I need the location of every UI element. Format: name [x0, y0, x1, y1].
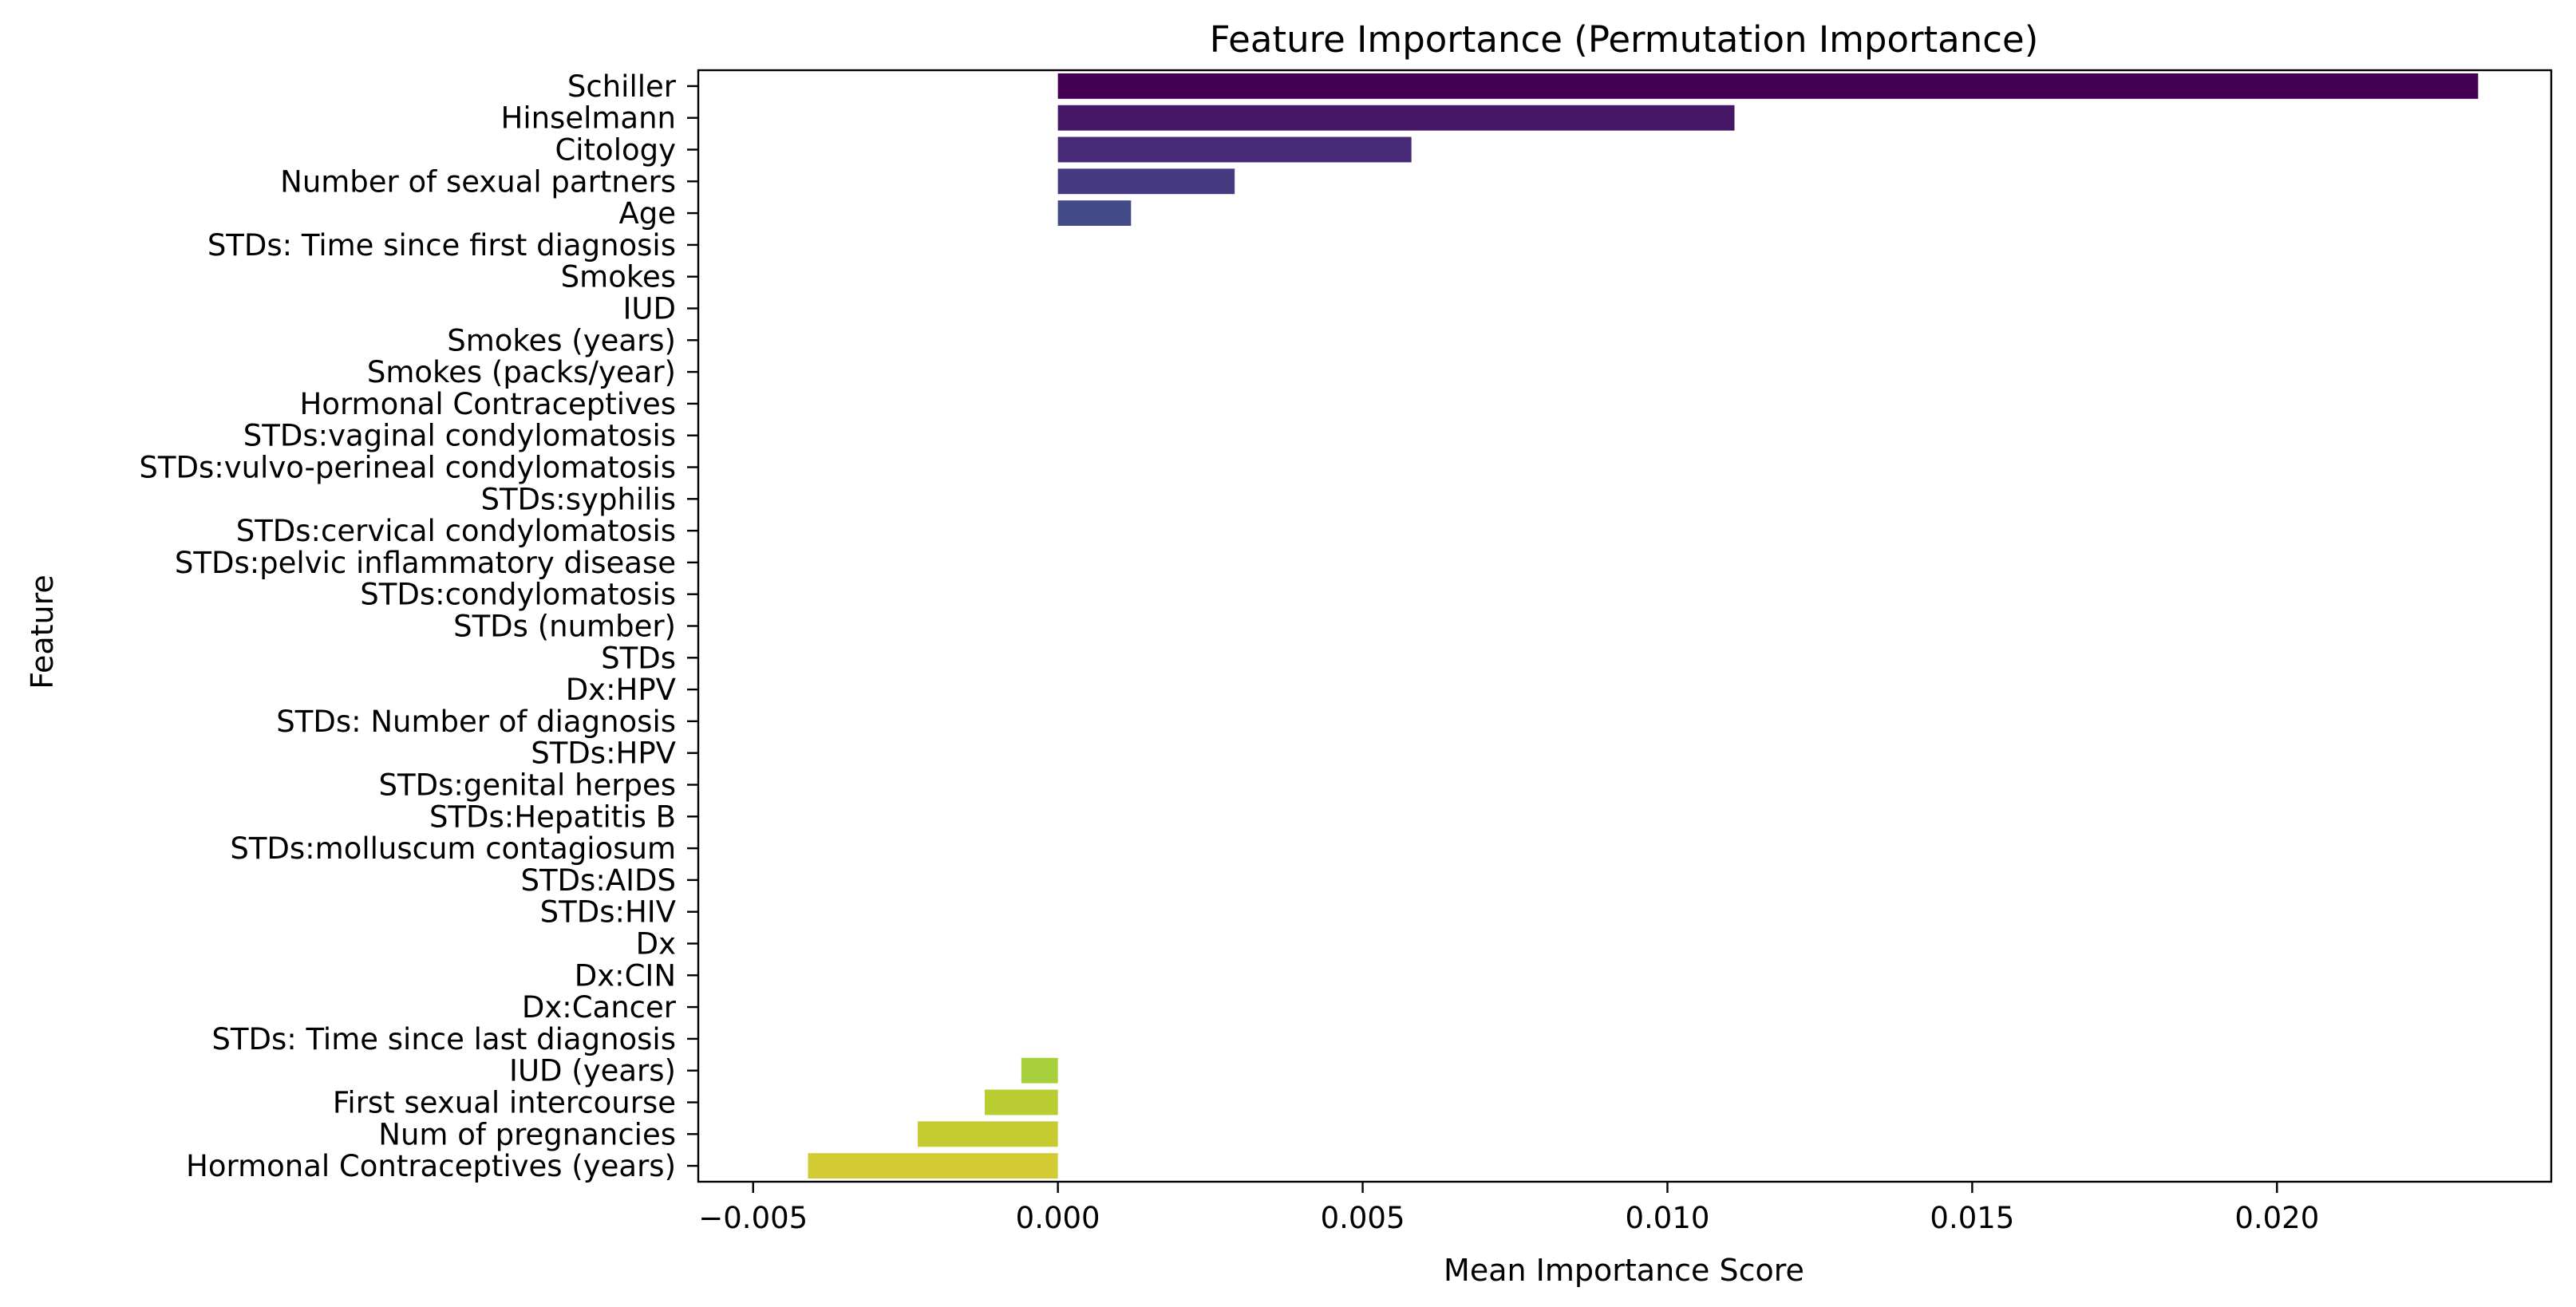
- y-tick-label: STDs:molluscum contagiosum: [230, 831, 676, 866]
- y-tick-label: Dx:HPV: [566, 673, 676, 707]
- y-tick-label: Smokes (years): [447, 323, 676, 357]
- y-tick-label: STDs: Time since first diagnosis: [207, 228, 676, 263]
- y-tick-label: STDs:AIDS: [520, 863, 676, 898]
- y-tick-label: First sexual intercourse: [333, 1086, 676, 1120]
- y-tick-label: STDs:condylomatosis: [360, 578, 676, 612]
- y-tick-label: STDs: Time since last diagnosis: [211, 1022, 676, 1056]
- bar: [917, 1121, 1058, 1147]
- y-tick-label: STDs:HIV: [540, 895, 676, 930]
- bar: [1021, 1057, 1058, 1084]
- bar: [808, 1153, 1058, 1179]
- bars-group: [808, 73, 2479, 1179]
- y-tick-label: Smokes (packs/year): [367, 355, 676, 389]
- y-tick-label: STDs: [601, 641, 676, 675]
- y-tick-label: Hinselmann: [501, 101, 677, 136]
- x-tick-label: 0.000: [1016, 1201, 1100, 1235]
- x-tick-label: 0.010: [1625, 1201, 1709, 1235]
- x-axis: −0.005 0.000 0.005 0.010 0.015 0.020: [698, 1182, 2319, 1235]
- y-tick-label: Num of pregnancies: [378, 1117, 676, 1151]
- bar: [1057, 200, 1132, 227]
- y-tick-label: Hormonal Contraceptives: [300, 387, 677, 421]
- x-tick-label: −0.005: [698, 1201, 808, 1235]
- y-tick-label: Age: [618, 196, 676, 231]
- x-tick-label: 0.005: [1321, 1201, 1405, 1235]
- y-tick-label: STDs: Number of diagnosis: [276, 705, 676, 739]
- y-tick-label: STDs:syphilis: [480, 482, 676, 516]
- y-tick-label: STDs:cervical condylomatosis: [236, 514, 676, 548]
- y-axis-label: Feature: [25, 575, 60, 689]
- bar: [984, 1089, 1058, 1115]
- x-tick-label: 0.015: [1930, 1201, 2014, 1235]
- y-tick-label: STDs:genital herpes: [379, 768, 676, 803]
- y-tick-label: IUD (years): [509, 1054, 676, 1088]
- y-tick-label: IUD: [623, 292, 676, 326]
- y-tick-label: Smokes: [561, 260, 676, 294]
- bar: [1057, 168, 1235, 195]
- y-tick-label: STDs:HPV: [531, 736, 676, 771]
- y-tick-label: Schiller: [567, 69, 677, 104]
- chart-title: Feature Importance (Permutation Importan…: [1210, 18, 2039, 61]
- y-tick-label: STDs:pelvic inflammatory disease: [175, 546, 676, 580]
- x-tick-label: 0.020: [2234, 1201, 2319, 1235]
- x-axis-label: Mean Importance Score: [1444, 1253, 1804, 1288]
- y-tick-label: STDs:Hepatitis B: [429, 800, 676, 834]
- y-tick-label: STDs (number): [453, 610, 676, 644]
- y-tick-label: Dx:Cancer: [522, 990, 677, 1025]
- bar: [1057, 136, 1412, 163]
- y-tick-label: Citology: [555, 133, 676, 168]
- y-tick-label: STDs:vulvo-perineal condylomatosis: [139, 451, 676, 485]
- bar: [1057, 105, 1735, 131]
- y-tick-label: STDs:vaginal condylomatosis: [243, 419, 676, 453]
- y-tick-label: Hormonal Contraceptives (years): [186, 1149, 676, 1183]
- y-tick-label: Dx: [636, 927, 676, 961]
- plot-frame: [697, 69, 2553, 1183]
- bar: [1057, 73, 2479, 99]
- y-tick-label: Dx:CIN: [575, 958, 676, 993]
- y-tick-label: Number of sexual partners: [280, 164, 676, 199]
